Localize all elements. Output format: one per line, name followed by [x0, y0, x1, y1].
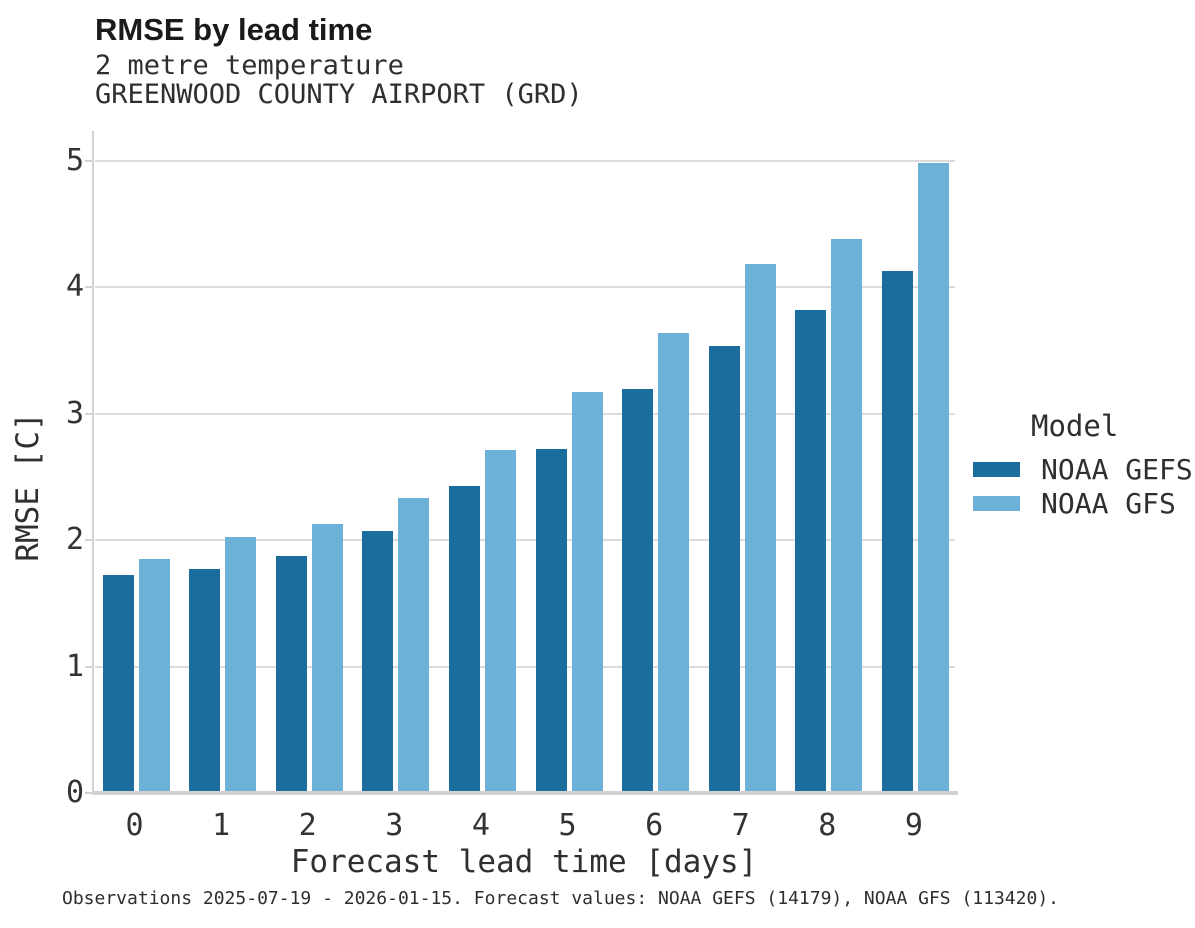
chart-title: RMSE by lead time: [95, 12, 373, 47]
bar-noaa-gfs-lead-8: [831, 238, 863, 793]
bar-noaa-gfs-lead-5: [571, 391, 603, 793]
chart-subtitle-station: GREENWOOD COUNTY AIRPORT (GRD): [95, 79, 583, 110]
chart-subtitle: 2 metre temperature: [95, 50, 404, 81]
legend: Model NOAA GEFS NOAA GFS: [973, 411, 1193, 520]
bar-noaa-gefs-lead-3: [362, 531, 394, 793]
y-axis-label: RMSE [C]: [10, 412, 46, 562]
bar-noaa-gfs-lead-1: [225, 537, 257, 793]
bar-noaa-gefs-lead-2: [275, 556, 307, 793]
bar-noaa-gefs-lead-5: [535, 448, 567, 793]
bar-noaa-gfs-lead-7: [744, 264, 776, 793]
bar-noaa-gfs-lead-9: [917, 163, 949, 793]
x-tick-label-1: 1: [212, 808, 231, 843]
gridline-y-4: [95, 286, 955, 288]
x-axis-spine: [92, 791, 958, 795]
gridline-y-1: [95, 665, 955, 668]
y-tick-mark-0: [85, 792, 93, 794]
y-tick-mark-4: [85, 286, 93, 288]
x-tick-label-0: 0: [125, 808, 144, 843]
legend-label: NOAA GFS: [1041, 486, 1176, 520]
y-tick-mark-5: [85, 159, 93, 162]
bar-noaa-gfs-lead-2: [311, 523, 343, 793]
gridline-y-2: [95, 539, 955, 541]
x-tick-label-8: 8: [818, 808, 837, 843]
y-tick-mark-1: [85, 665, 93, 668]
y-tick-label-4: 4: [65, 269, 84, 304]
x-tick-label-2: 2: [298, 808, 317, 843]
legend-item-noaa-gefs: NOAA GEFS: [973, 452, 1193, 486]
x-tick-label-3: 3: [385, 808, 404, 843]
x-tick-label-6: 6: [645, 808, 664, 843]
y-axis-spine: [92, 131, 94, 795]
y-tick-mark-3: [85, 412, 93, 415]
bar-noaa-gefs-lead-9: [881, 270, 913, 793]
y-tick-label-2: 2: [65, 522, 84, 557]
bar-noaa-gfs-lead-0: [138, 558, 170, 793]
legend-swatch-icon: [973, 495, 1020, 511]
bar-noaa-gfs-lead-3: [398, 498, 430, 793]
legend-title: Model: [1031, 409, 1119, 443]
bar-noaa-gfs-lead-4: [484, 450, 516, 793]
y-tick-label-5: 5: [65, 142, 84, 178]
y-tick-label-0: 0: [65, 775, 84, 810]
legend-label: NOAA GEFS: [1041, 452, 1193, 486]
gridline-y-5: [95, 159, 955, 162]
legend-item-noaa-gfs: NOAA GFS: [973, 486, 1193, 520]
x-tick-label-5: 5: [558, 808, 577, 843]
x-tick-label-9: 9: [904, 808, 923, 843]
bar-noaa-gefs-lead-4: [448, 485, 480, 793]
bar-noaa-gefs-lead-0: [102, 575, 134, 793]
bar-noaa-gefs-lead-1: [189, 569, 221, 793]
bar-noaa-gefs-lead-8: [795, 309, 827, 793]
y-tick-label-1: 1: [65, 648, 84, 684]
x-axis-label: Forecast lead time [days]: [290, 844, 758, 880]
caption: Observations 2025-07-19 - 2026-01-15. Fo…: [62, 888, 1059, 909]
gridline-y-3: [95, 412, 955, 415]
bar-noaa-gfs-lead-6: [658, 332, 690, 793]
x-tick-label-7: 7: [731, 808, 750, 843]
bar-noaa-gefs-lead-6: [622, 389, 654, 793]
legend-items: NOAA GEFS NOAA GFS: [973, 452, 1193, 520]
x-tick-label-4: 4: [471, 808, 490, 843]
y-tick-label-3: 3: [65, 395, 84, 431]
y-tick-mark-2: [85, 539, 93, 541]
bar-noaa-gefs-lead-7: [708, 346, 740, 793]
legend-swatch-icon: [973, 461, 1020, 477]
